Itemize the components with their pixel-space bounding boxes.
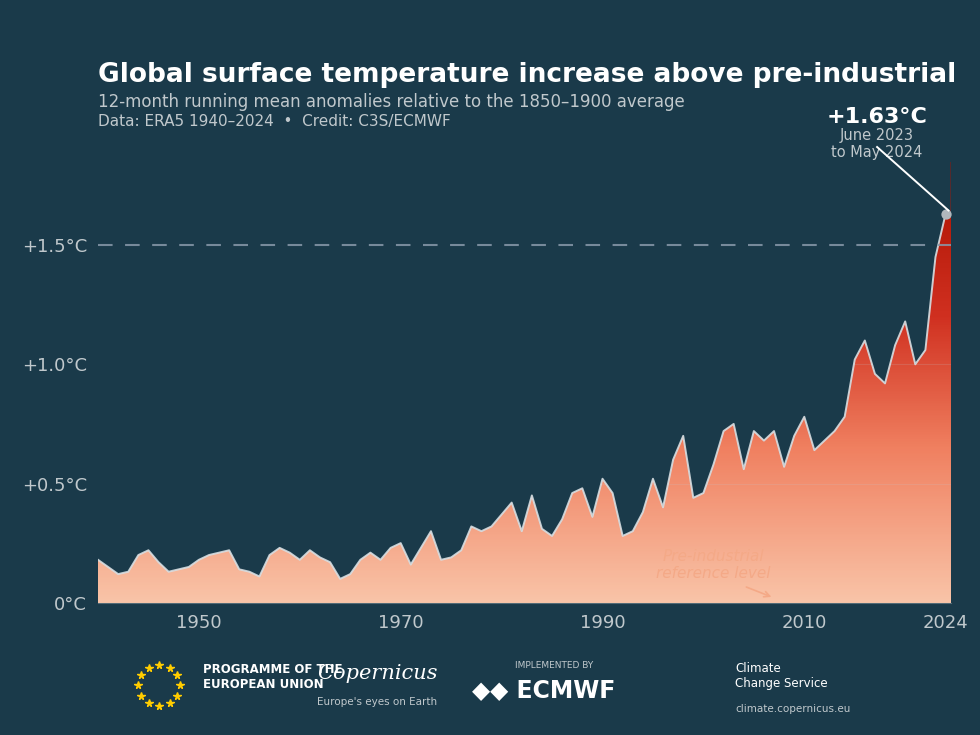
Text: ◆◆ ECMWF: ◆◆ ECMWF xyxy=(472,678,615,702)
Polygon shape xyxy=(98,603,951,626)
Point xyxy=(938,208,954,220)
Text: Europe's eyes on Earth: Europe's eyes on Earth xyxy=(318,697,437,707)
Text: Climate
Change Service: Climate Change Service xyxy=(735,662,828,689)
Polygon shape xyxy=(98,162,951,579)
Text: +1.63°C: +1.63°C xyxy=(827,107,927,126)
Text: Copernicus: Copernicus xyxy=(318,664,437,684)
Text: Pre-industrial
reference level: Pre-industrial reference level xyxy=(657,549,770,581)
Text: Global surface temperature increase above pre-industrial: Global surface temperature increase abov… xyxy=(98,62,956,88)
Text: climate.copernicus.eu: climate.copernicus.eu xyxy=(735,704,851,714)
Text: IMPLEMENTED BY: IMPLEMENTED BY xyxy=(514,662,593,670)
Text: Data: ERA5 1940–2024  •  Credit: C3S/ECMWF: Data: ERA5 1940–2024 • Credit: C3S/ECMWF xyxy=(98,114,451,129)
Text: June 2023
to May 2024: June 2023 to May 2024 xyxy=(831,128,923,160)
Text: 12-month running mean anomalies relative to the 1850–1900 average: 12-month running mean anomalies relative… xyxy=(98,93,685,111)
Text: PROGRAMME OF THE
EUROPEAN UNION: PROGRAMME OF THE EUROPEAN UNION xyxy=(203,663,342,691)
